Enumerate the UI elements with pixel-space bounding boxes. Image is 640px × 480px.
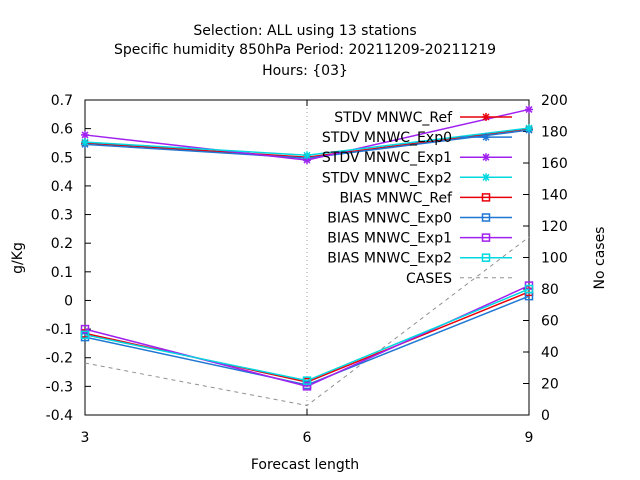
title-line: Specific humidity 850hPa Period: 2021120… [114, 42, 496, 58]
y2-tick-label: 20 [541, 377, 559, 393]
legend-label: STDV MNWC_Ref [334, 110, 453, 126]
data-point [302, 376, 312, 385]
data-point [80, 330, 90, 340]
y-tick-label: 0.4 [51, 179, 73, 195]
legend-label: STDV MNWC_Exp0 [322, 130, 452, 146]
marker-stroke [525, 105, 533, 113]
y2-axis-label: No cases [592, 227, 608, 290]
y2-tick-label: 180 [541, 125, 568, 141]
legend-label: BIAS MNWC_Exp2 [327, 251, 452, 267]
legend-entry: BIAS MNWC_Exp1 [327, 231, 512, 247]
data-point [80, 324, 90, 334]
y-tick-label: -0.1 [46, 322, 73, 338]
series-line [84, 236, 530, 407]
y2-tick-label: 160 [541, 156, 568, 172]
data-point [81, 130, 89, 139]
series-stdv-mnwc-exp2 [81, 124, 533, 160]
legend-label: CASES [406, 271, 452, 287]
data-point [524, 284, 534, 294]
marker-stroke [525, 124, 533, 132]
marker-stroke [303, 151, 311, 159]
marker-stroke [482, 113, 490, 121]
x-axis-label: Forecast length [251, 457, 359, 473]
y-tick-label: 0.2 [51, 236, 73, 252]
y-axis-label: g/Kg [10, 242, 26, 274]
series-cases [84, 236, 530, 407]
marker-stroke [482, 153, 490, 161]
y2-tick-label: 200 [541, 93, 568, 109]
y-tick-label: -0.2 [46, 351, 73, 367]
y-tick-label: 0 [64, 293, 73, 309]
y2-tick-label: 0 [541, 408, 550, 424]
legend-label: STDV MNWC_Exp1 [322, 150, 452, 166]
legend-label: BIAS MNWC_Exp1 [327, 231, 452, 247]
series-layer [80, 105, 534, 407]
data-point [482, 153, 490, 162]
chart-title: Selection: ALL using 13 stations Specifi… [114, 23, 496, 79]
data-point [525, 105, 533, 114]
y2-tick-label: 100 [541, 251, 568, 267]
x-tick-label: 3 [81, 430, 90, 446]
y-tick-label: 0.3 [51, 208, 73, 224]
data-point [481, 233, 491, 242]
legend-entry: BIAS MNWC_Exp0 [327, 211, 512, 227]
legend-label: BIAS MNWC_Ref [340, 190, 454, 206]
marker-stroke [482, 133, 490, 141]
y-tick-label: 0.7 [51, 93, 73, 109]
y-tick-label: -0.4 [46, 408, 73, 424]
marker-stroke [482, 173, 490, 181]
data-point [81, 138, 89, 147]
series-bias-mnwc-exp2 [80, 284, 534, 385]
y-tick-label: -0.3 [46, 379, 73, 395]
y2-tick-label: 140 [541, 188, 568, 204]
x-tick-label: 9 [525, 430, 534, 446]
legend-entry: STDV MNWC_Exp1 [322, 150, 512, 166]
y-tick-label: 0.6 [51, 122, 73, 138]
data-point [481, 253, 491, 262]
axes: -0.4 -0.3 -0.2 -0.1 0 0.1 0.2 0.3 0.4 0.5 0.6 0.7 0 2… [46, 93, 568, 446]
legend-label: BIAS MNWC_Exp0 [327, 211, 452, 227]
y2-tick-label: 120 [541, 219, 568, 235]
series-bias-mnwc-exp1 [80, 281, 534, 391]
legend-entry: BIAS MNWC_Exp2 [327, 251, 512, 267]
data-point [482, 113, 490, 121]
legend-entry: STDV MNWC_Ref [334, 110, 512, 126]
legend-entry: STDV MNWC_Exp2 [322, 170, 512, 186]
legend-label: STDV MNWC_Exp2 [322, 170, 452, 186]
title-line: Hours: {03} [262, 63, 348, 79]
y-tick-label: 0.1 [51, 265, 73, 281]
data-point [481, 213, 491, 222]
y-tick-label: 0.5 [51, 150, 73, 166]
data-point [303, 151, 311, 160]
y2-tick-label: 80 [541, 282, 559, 298]
marker-stroke [81, 138, 89, 146]
legend-entry: STDV MNWC_Exp0 [322, 130, 512, 146]
series-line [84, 295, 530, 386]
title-line: Selection: ALL using 13 stations [193, 23, 416, 39]
data-point [481, 193, 491, 202]
data-point [482, 173, 490, 182]
y2-tick-label: 40 [541, 345, 559, 361]
x-tick-label: 6 [303, 430, 312, 446]
legend: STDV MNWC_Ref STDV MNWC_Exp0 STDV MNWC_Exp… [322, 110, 512, 287]
legend-entry: CASES [406, 271, 512, 287]
data-point [302, 382, 312, 391]
data-point [525, 124, 533, 133]
data-point [482, 133, 490, 142]
marker-stroke [81, 131, 89, 139]
series-line [84, 288, 530, 382]
legend-entry: BIAS MNWC_Ref [340, 190, 512, 206]
y2-tick-label: 60 [541, 314, 559, 330]
